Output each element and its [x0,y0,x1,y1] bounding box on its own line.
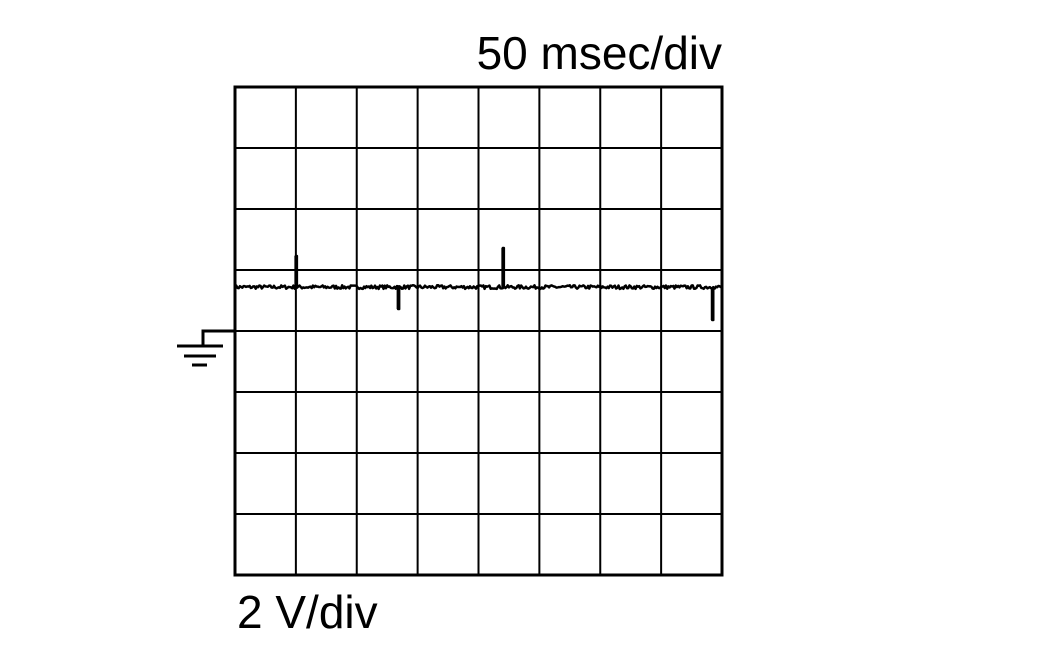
signal-trace [233,246,723,322]
voltage-scale-label: 2 V/div [237,586,378,638]
ground-icon [177,329,235,367]
time-scale-label: 50 msec/div [476,27,722,79]
